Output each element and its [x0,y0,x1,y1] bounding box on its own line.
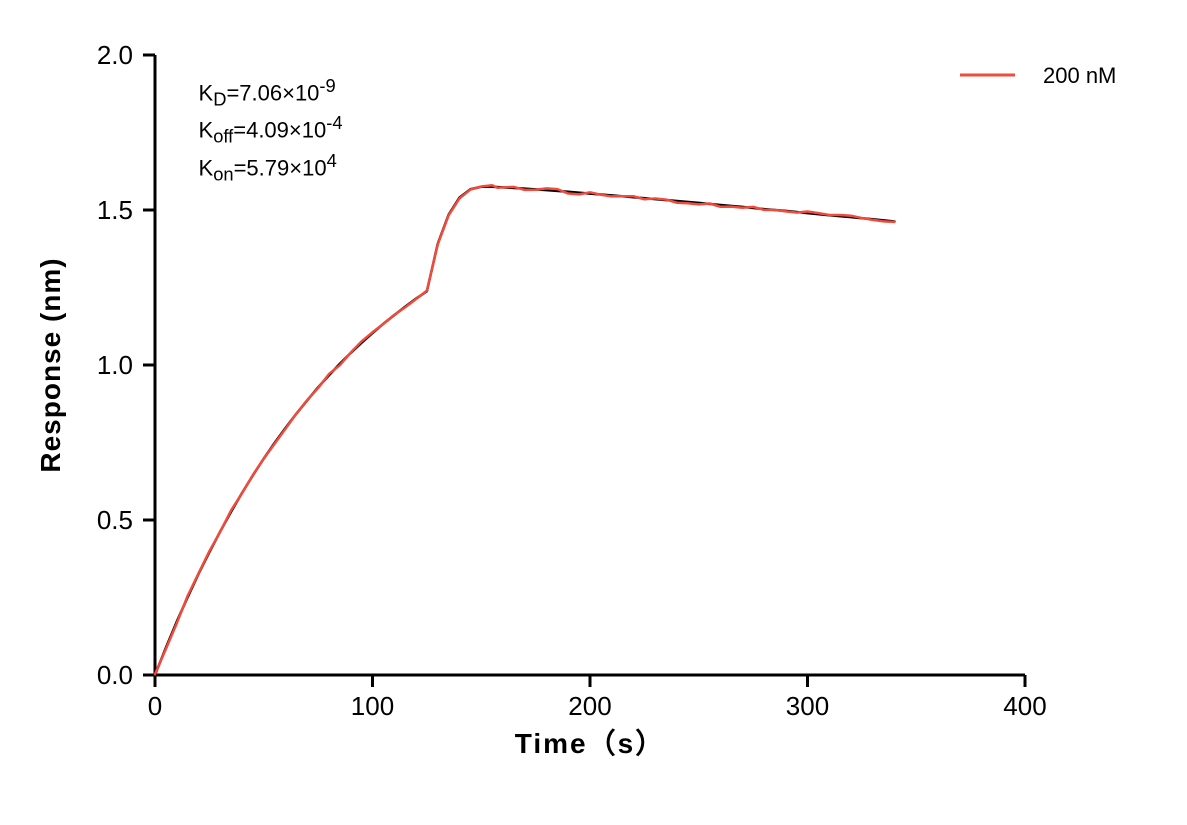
x-axis-label: Time（s） [515,727,665,759]
chart-svg: 0 100 200 300 400 0.0 0.5 1.0 1.5 2.0 Time（s） Respo… [0,0,1187,825]
y-axis-label: Response (nm) [35,257,66,472]
y-tick-label: 2.0 [97,40,133,70]
x-tick-label: 200 [568,691,611,721]
y-tick-label: 0.0 [97,660,133,690]
x-tick-label: 0 [148,691,162,721]
x-tick-label: 400 [1003,691,1046,721]
kinetics-annotation-0: KD=7.06×10-9 [199,75,499,109]
kinetics-annotation-1: Koff=4.09×10-4 [199,112,499,146]
y-tick-label: 0.5 [97,505,133,535]
y-tick-label: 1.0 [97,350,133,380]
legend-label: 200 nM [1043,63,1116,88]
y-tick-label: 1.5 [97,195,133,225]
x-tick-label: 100 [351,691,394,721]
x-tick-label: 300 [786,691,829,721]
kinetics-annotation-2: Kon=5.79×104 [199,150,499,184]
kinetics-chart: 0 100 200 300 400 0.0 0.5 1.0 1.5 2.0 Time（s） Respo… [0,0,1187,825]
